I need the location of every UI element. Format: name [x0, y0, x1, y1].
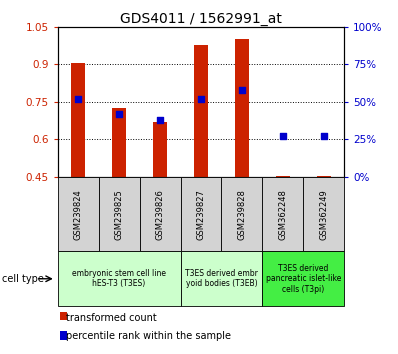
Text: cell type: cell type: [2, 274, 44, 284]
Text: T3ES derived embr
yoid bodies (T3EB): T3ES derived embr yoid bodies (T3EB): [185, 269, 258, 289]
Text: transformed count: transformed count: [66, 313, 156, 322]
Point: [321, 133, 327, 139]
Bar: [194, 45, 208, 177]
Bar: [140, 177, 181, 251]
Text: percentile rank within the sample: percentile rank within the sample: [66, 331, 231, 341]
Point: [198, 96, 204, 102]
Bar: [181, 177, 221, 251]
Point: [239, 87, 245, 92]
Bar: [303, 177, 344, 251]
Text: GSM362248: GSM362248: [278, 189, 287, 240]
Title: GDS4011 / 1562991_at: GDS4011 / 1562991_at: [120, 12, 282, 25]
Bar: [99, 177, 140, 251]
Bar: [262, 177, 303, 251]
Bar: [58, 177, 99, 251]
Point: [157, 117, 163, 123]
Text: GSM239828: GSM239828: [238, 189, 246, 240]
Bar: [235, 39, 249, 177]
Point: [280, 133, 286, 139]
Text: T3ES derived
pancreatic islet-like
cells (T3pi): T3ES derived pancreatic islet-like cells…: [265, 264, 341, 294]
Bar: [262, 251, 344, 306]
Bar: [71, 63, 85, 177]
Bar: [221, 177, 262, 251]
Bar: [58, 251, 181, 306]
Text: GSM239826: GSM239826: [156, 189, 164, 240]
Text: embryonic stem cell line
hES-T3 (T3ES): embryonic stem cell line hES-T3 (T3ES): [72, 269, 166, 289]
Bar: [112, 108, 126, 177]
Point: [116, 111, 122, 117]
Text: GSM362249: GSM362249: [319, 189, 328, 240]
Bar: [153, 122, 167, 177]
Text: GSM239825: GSM239825: [115, 189, 124, 240]
Text: GSM239827: GSM239827: [197, 189, 205, 240]
Bar: [181, 251, 262, 306]
Point: [75, 96, 81, 102]
Text: GSM239824: GSM239824: [74, 189, 83, 240]
